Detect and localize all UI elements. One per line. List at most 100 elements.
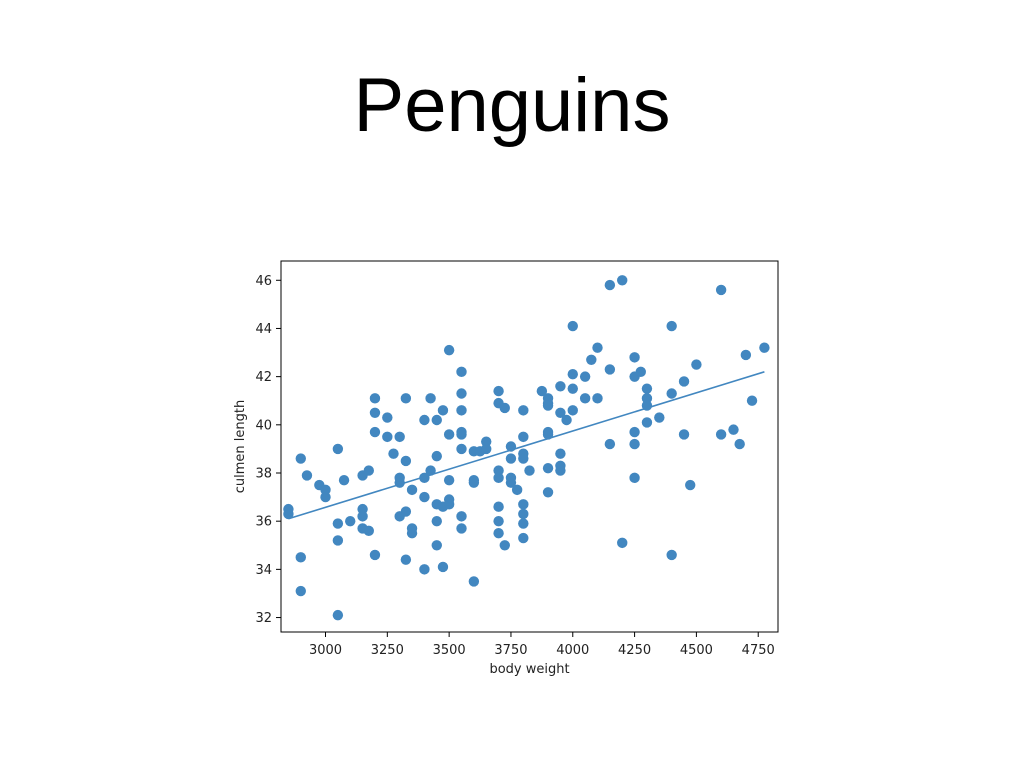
data-point (388, 448, 399, 459)
x-axis-label: body weight (489, 662, 569, 677)
data-point (604, 438, 616, 450)
data-point (542, 400, 554, 411)
data-point (759, 342, 770, 353)
data-point (431, 414, 442, 426)
axis-ticks: 3000 3250 3500 3750 4000 4250 4500 4750 32 34 36 38… (255, 274, 774, 658)
data-point (555, 381, 566, 392)
data-point (666, 388, 677, 399)
data-point (394, 477, 405, 488)
data-point (443, 475, 455, 486)
data-point (437, 561, 449, 573)
y-tick-label: 40 (255, 418, 272, 433)
y-tick-label: 36 (255, 515, 272, 530)
data-point (586, 354, 597, 365)
data-point (419, 472, 430, 484)
data-point (685, 479, 696, 491)
data-point (604, 364, 616, 375)
data-point (419, 564, 430, 575)
data-point (592, 393, 603, 404)
data-point (567, 320, 578, 332)
data-point (579, 371, 591, 382)
data-point (369, 426, 381, 438)
data-point (406, 484, 418, 496)
data-point (443, 429, 455, 440)
data-point (567, 405, 578, 416)
data-point (443, 499, 455, 510)
x-tick-label: 3500 (433, 643, 466, 658)
data-point (456, 405, 467, 416)
data-point (456, 443, 467, 455)
data-point (456, 429, 467, 440)
data-point (493, 515, 504, 527)
data-point (641, 393, 653, 404)
slide-title: Penguins (353, 63, 671, 148)
x-tick-label: 3250 (371, 643, 404, 658)
data-point (400, 393, 412, 404)
data-point (617, 275, 628, 286)
data-point (617, 537, 628, 549)
data-point (678, 429, 690, 440)
data-point (357, 511, 368, 522)
data-point (419, 491, 430, 503)
data-point (518, 508, 529, 520)
data-point (363, 465, 374, 476)
data-point (332, 535, 344, 546)
data-point (332, 518, 344, 529)
data-point (357, 503, 368, 515)
data-point (345, 515, 356, 527)
y-tick-label: 42 (255, 370, 272, 385)
data-point (542, 462, 554, 474)
data-point (283, 508, 294, 520)
data-point (295, 453, 306, 464)
data-point (369, 393, 381, 404)
data-point (456, 511, 467, 522)
data-point (579, 393, 591, 404)
data-point (641, 417, 653, 428)
data-point (518, 518, 529, 529)
data-point (320, 491, 331, 503)
data-point (592, 342, 603, 353)
data-point (468, 576, 480, 587)
data-point (728, 424, 739, 435)
data-point (524, 465, 535, 476)
data-point (629, 426, 640, 438)
x-tick-label: 4500 (680, 643, 713, 658)
data-point (518, 453, 529, 464)
data-point (740, 349, 752, 361)
data-point (555, 448, 566, 459)
data-point (295, 552, 306, 563)
data-point (734, 438, 745, 450)
data-point (456, 388, 467, 399)
data-point (518, 431, 529, 443)
data-point (505, 441, 517, 452)
data-point (542, 429, 554, 440)
data-point (567, 369, 578, 380)
data-point (443, 344, 455, 356)
data-point (518, 499, 529, 510)
data-point (555, 465, 566, 476)
data-point (456, 523, 467, 534)
data-point (493, 385, 504, 397)
data-point (425, 465, 436, 476)
data-point (505, 477, 517, 488)
data-point (431, 540, 442, 551)
data-point (518, 405, 529, 416)
data-point (493, 501, 504, 512)
y-axis-label: culmen length (233, 400, 248, 493)
data-point (419, 414, 430, 426)
data-point (641, 400, 653, 411)
data-point (654, 412, 665, 423)
data-point (505, 453, 517, 464)
x-tick-label: 4000 (556, 643, 589, 658)
data-point (332, 443, 344, 455)
data-point (499, 402, 510, 414)
data-point (542, 487, 554, 498)
x-tick-label: 4250 (618, 643, 651, 658)
data-point (456, 366, 467, 378)
data-point (382, 412, 393, 423)
x-tick-label: 3000 (309, 643, 342, 658)
y-tick-label: 32 (255, 611, 272, 626)
data-point (629, 438, 640, 450)
data-point (536, 385, 548, 397)
